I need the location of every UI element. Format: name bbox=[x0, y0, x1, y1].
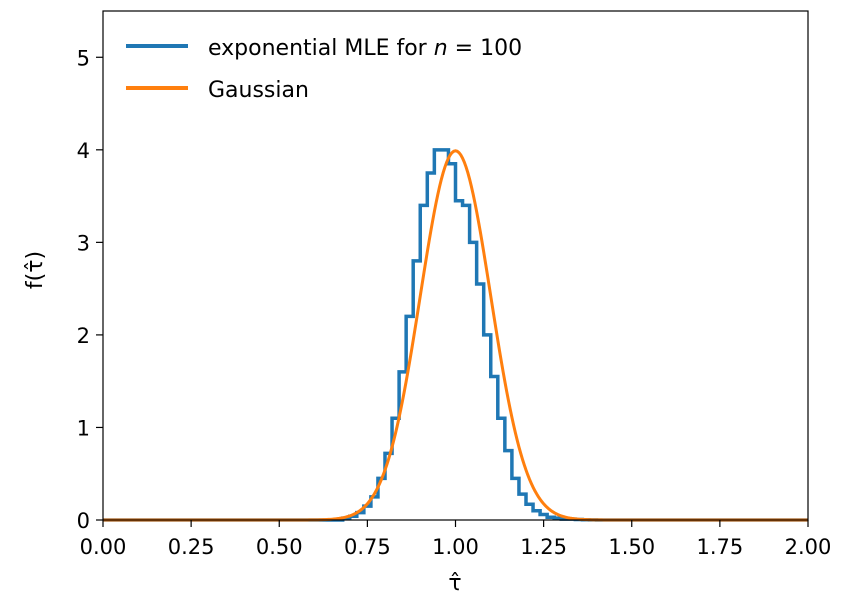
x-tick-label: 0.50 bbox=[256, 535, 303, 559]
x-tick-label: 1.25 bbox=[520, 535, 567, 559]
legend-label-exponential: exponential MLE for n = 100 bbox=[208, 36, 522, 61]
series-exponential-mle-step bbox=[103, 148, 808, 522]
x-tick-label: 1.75 bbox=[696, 535, 743, 559]
legend: exponential MLE for n = 100 Gaussian bbox=[126, 36, 522, 103]
y-tick-label: 3 bbox=[77, 231, 90, 255]
x-tick-label: 0.75 bbox=[344, 535, 391, 559]
x-tick-label: 0.25 bbox=[168, 535, 215, 559]
y-tick-label: 1 bbox=[77, 416, 90, 440]
y-axis-label: f(τ̂) bbox=[23, 251, 48, 289]
series-gaussian-line bbox=[103, 149, 808, 522]
x-tick-label: 2.00 bbox=[785, 535, 832, 559]
x-tick-label: 0.00 bbox=[80, 535, 127, 559]
x-axis: 0.00 0.25 0.50 0.75 1.00 1.25 1.50 1.75 2.00 bbox=[80, 520, 832, 559]
y-tick-label: 5 bbox=[77, 46, 90, 70]
plot-area bbox=[103, 148, 808, 522]
y-tick-label: 4 bbox=[77, 139, 90, 163]
y-tick-label: 2 bbox=[77, 324, 90, 348]
y-axis: 0 1 2 3 4 5 bbox=[77, 46, 103, 533]
legend-label-gaussian: Gaussian bbox=[208, 78, 309, 103]
plot-frame bbox=[102, 10, 809, 521]
y-tick-label: 0 bbox=[77, 509, 90, 533]
x-tick-label: 1.00 bbox=[432, 535, 479, 559]
x-tick-label: 1.50 bbox=[608, 535, 655, 559]
x-axis-label: τ̂ bbox=[448, 571, 461, 596]
